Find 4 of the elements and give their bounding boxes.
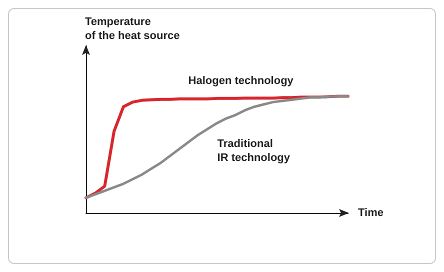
x-axis-title: Time	[358, 207, 384, 219]
series-label: Traditional IR technology	[217, 138, 291, 164]
series-label: Halogen technology	[188, 74, 294, 87]
y-axis-title: Temperature of the heat source	[85, 16, 180, 42]
